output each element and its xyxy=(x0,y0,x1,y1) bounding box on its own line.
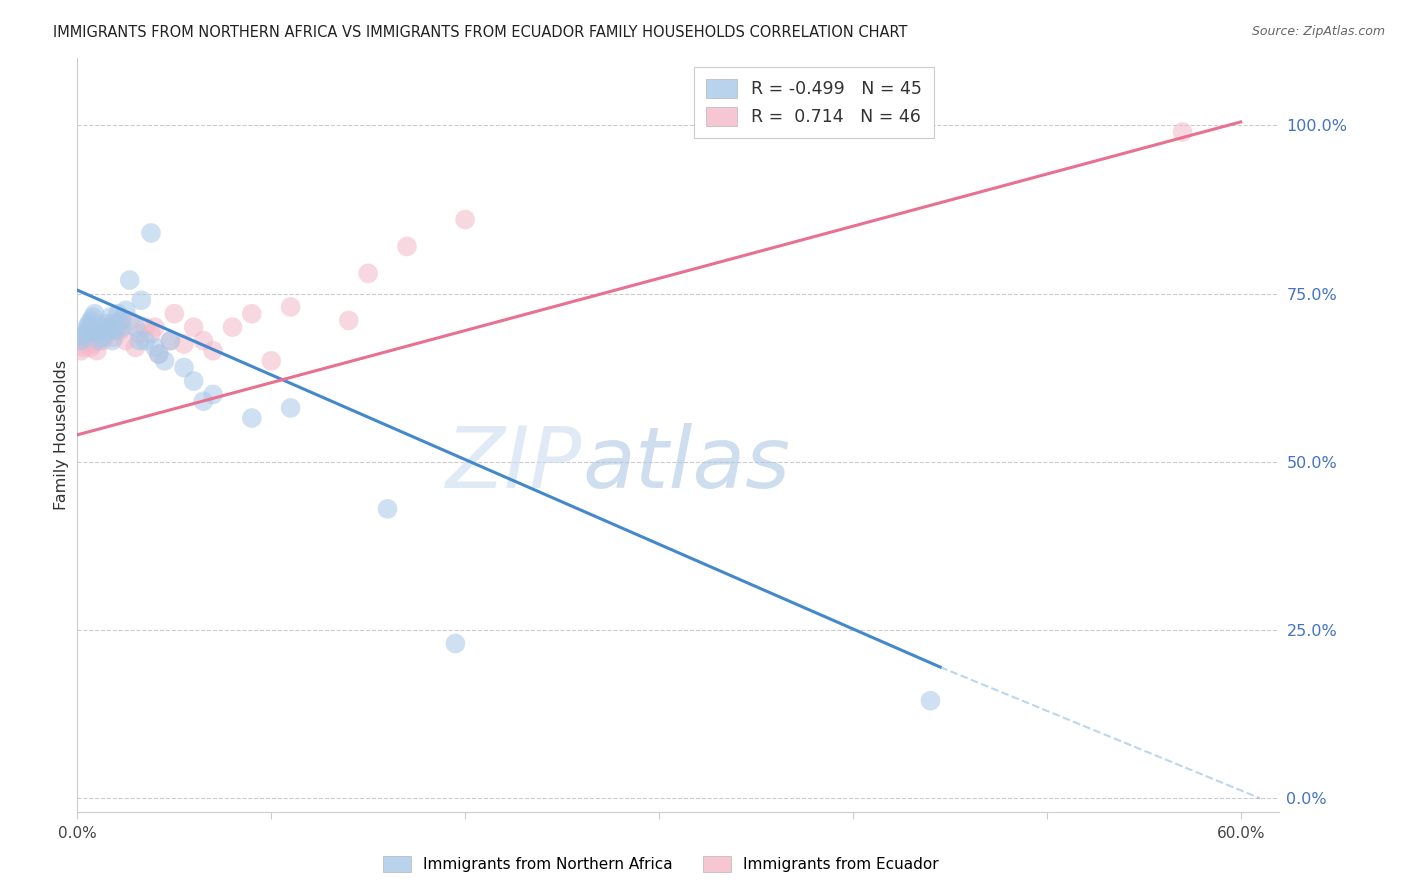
Point xyxy=(90,324,112,338)
Point xyxy=(163,307,186,321)
Legend: R = -0.499   N = 45, R =  0.714   N = 46: R = -0.499 N = 45, R = 0.714 N = 46 xyxy=(695,67,934,138)
Point xyxy=(153,354,176,368)
Text: ZIP: ZIP xyxy=(446,424,582,507)
Point xyxy=(280,401,302,415)
Point xyxy=(173,360,195,375)
Point xyxy=(221,320,243,334)
Point xyxy=(96,326,118,341)
Point xyxy=(134,334,156,348)
Point xyxy=(82,337,104,351)
Point xyxy=(128,326,150,341)
Point xyxy=(96,317,118,331)
Point xyxy=(76,334,98,348)
Point xyxy=(131,293,153,308)
Point xyxy=(97,324,120,338)
Point xyxy=(87,326,110,341)
Point xyxy=(76,324,98,338)
Point xyxy=(98,310,121,324)
Point xyxy=(134,320,156,334)
Point xyxy=(337,313,360,327)
Point xyxy=(105,324,128,338)
Point xyxy=(86,343,108,358)
Point xyxy=(183,374,205,388)
Point xyxy=(444,636,467,650)
Point xyxy=(72,340,94,354)
Point xyxy=(107,307,129,321)
Point xyxy=(103,320,125,334)
Text: IMMIGRANTS FROM NORTHERN AFRICA VS IMMIGRANTS FROM ECUADOR FAMILY HOUSEHOLDS COR: IMMIGRANTS FROM NORTHERN AFRICA VS IMMIG… xyxy=(53,25,908,40)
Point xyxy=(377,501,399,516)
Point xyxy=(159,334,181,348)
Point xyxy=(77,317,100,331)
Point xyxy=(70,343,93,358)
Point xyxy=(108,324,131,338)
Point xyxy=(91,334,114,348)
Point xyxy=(75,326,97,341)
Point xyxy=(75,337,97,351)
Point xyxy=(107,317,129,331)
Point xyxy=(82,320,104,334)
Point xyxy=(114,334,136,348)
Point xyxy=(97,324,120,338)
Point xyxy=(105,320,128,334)
Point xyxy=(90,324,112,338)
Point xyxy=(193,334,215,348)
Point xyxy=(80,313,103,327)
Point xyxy=(114,303,136,318)
Point xyxy=(77,330,100,344)
Point xyxy=(91,330,114,344)
Point xyxy=(454,212,477,227)
Point xyxy=(148,347,170,361)
Point xyxy=(202,387,225,401)
Point xyxy=(108,313,131,327)
Point xyxy=(77,326,100,341)
Point xyxy=(240,411,263,425)
Point xyxy=(101,334,124,348)
Text: atlas: atlas xyxy=(582,424,790,507)
Point xyxy=(395,239,418,253)
Point xyxy=(101,317,124,331)
Point xyxy=(920,694,942,708)
Point xyxy=(93,320,115,334)
Point xyxy=(280,300,302,314)
Point xyxy=(82,310,104,324)
Point xyxy=(118,273,141,287)
Point xyxy=(83,334,105,348)
Point xyxy=(357,266,380,280)
Point xyxy=(143,320,166,334)
Point xyxy=(148,347,170,361)
Point xyxy=(124,340,146,354)
Point xyxy=(111,320,134,334)
Point xyxy=(103,330,125,344)
Point xyxy=(86,326,108,341)
Point xyxy=(139,226,162,240)
Point xyxy=(83,307,105,321)
Point xyxy=(70,334,93,348)
Point xyxy=(128,334,150,348)
Point xyxy=(124,320,146,334)
Point xyxy=(93,330,115,344)
Point xyxy=(98,320,121,334)
Point xyxy=(183,320,205,334)
Point xyxy=(202,343,225,358)
Y-axis label: Family Households: Family Households xyxy=(53,359,69,510)
Point xyxy=(1171,125,1194,139)
Point xyxy=(260,354,283,368)
Point xyxy=(111,313,134,327)
Point xyxy=(173,337,195,351)
Point xyxy=(80,340,103,354)
Point xyxy=(240,307,263,321)
Point xyxy=(139,326,162,341)
Point xyxy=(87,334,110,348)
Point xyxy=(80,320,103,334)
Point xyxy=(159,334,181,348)
Text: Source: ZipAtlas.com: Source: ZipAtlas.com xyxy=(1251,25,1385,38)
Point xyxy=(72,330,94,344)
Point xyxy=(143,340,166,354)
Point xyxy=(193,394,215,409)
Point xyxy=(118,313,141,327)
Point xyxy=(76,320,98,334)
Legend: Immigrants from Northern Africa, Immigrants from Ecuador: Immigrants from Northern Africa, Immigra… xyxy=(375,848,946,880)
